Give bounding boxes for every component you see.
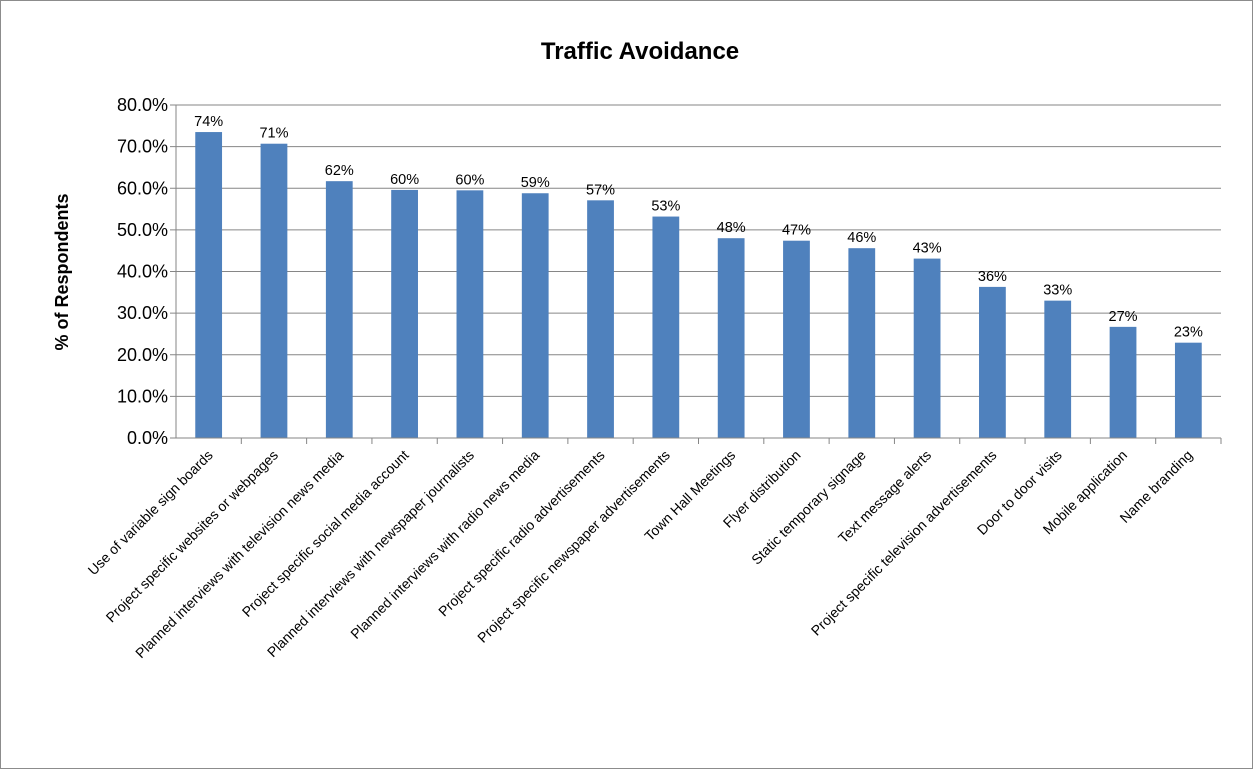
data-label: 60%	[455, 172, 484, 188]
bar	[1044, 300, 1072, 438]
bar	[587, 200, 614, 438]
data-label: 60%	[390, 172, 419, 188]
bar	[1109, 326, 1137, 438]
bar	[652, 216, 680, 438]
bar	[717, 238, 745, 438]
bar	[913, 258, 941, 438]
bar	[979, 286, 1006, 438]
bar	[848, 248, 876, 438]
data-label: 59%	[521, 175, 550, 191]
data-label: 47%	[782, 223, 811, 239]
data-label: 48%	[717, 220, 746, 236]
y-axis-ticks: 0.0% 10.0% 20.0% 30.0% 40.0% 50.0% 60.0% 70.0% 8…	[117, 95, 168, 448]
data-label: 27%	[1109, 309, 1138, 325]
data-label: 53%	[651, 199, 680, 215]
y-tick-label: 40.0%	[117, 262, 168, 282]
bar	[783, 240, 810, 438]
y-axis-label: % of Respondents	[52, 193, 72, 350]
data-label: 23%	[1174, 325, 1203, 341]
y-tick-label: 30.0%	[117, 303, 168, 323]
data-label: 74%	[194, 114, 223, 130]
data-label: 33%	[1043, 283, 1072, 299]
axes	[170, 104, 1222, 444]
x-tick-label: Static temporary signage	[748, 447, 869, 568]
bar	[456, 190, 484, 438]
bar	[391, 189, 418, 438]
bar	[195, 132, 223, 438]
y-tick-label: 20.0%	[117, 345, 168, 365]
bars	[195, 132, 1202, 438]
data-label: 46%	[847, 230, 876, 246]
bar	[521, 193, 549, 438]
chart-title: Traffic Avoidance	[541, 38, 739, 65]
data-label: 62%	[325, 163, 354, 179]
data-label: 57%	[586, 182, 615, 198]
data-label: 36%	[978, 269, 1007, 285]
y-tick-label: 80.0%	[117, 95, 168, 115]
y-tick-label: 10.0%	[117, 386, 168, 406]
bar	[325, 181, 353, 438]
data-label: 43%	[913, 241, 942, 257]
y-tick-label: 0.0%	[127, 428, 168, 448]
y-tick-label: 50.0%	[117, 220, 168, 240]
data-labels: 74% 71% 62% 60% 60% 59% 57% 53% 48% 47% 46% 43% 36% 3…	[194, 114, 1203, 341]
y-tick-label: 60.0%	[117, 178, 168, 198]
y-tick-label: 70.0%	[117, 137, 168, 157]
bar	[1174, 342, 1202, 438]
bar	[260, 143, 288, 438]
data-label: 71%	[259, 126, 288, 142]
x-tick-label: Use of variable sign boards	[84, 447, 215, 578]
